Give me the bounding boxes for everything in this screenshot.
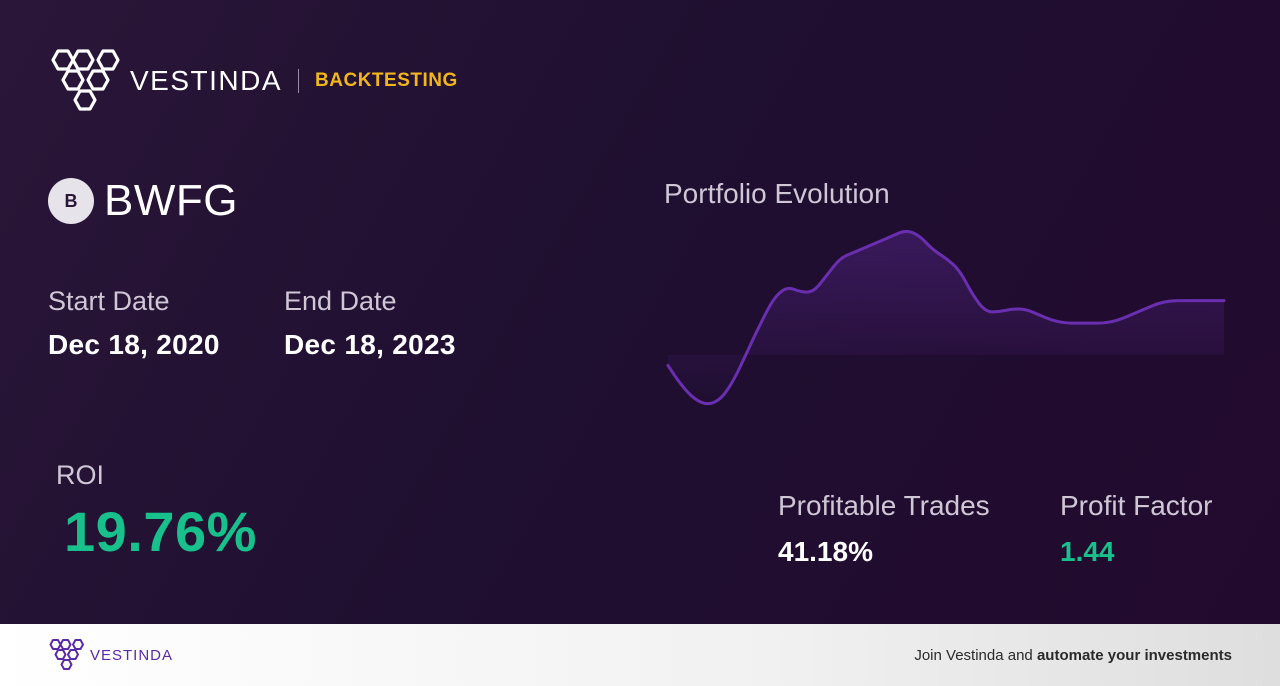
start-date-label: Start Date [48,286,170,316]
chart-title: Portfolio Evolution [664,178,890,209]
footer-cta[interactable]: Join Vestinda and automate your investme… [914,647,1232,664]
profitable-trades: Profitable Trades 41.18% [778,490,990,568]
ticker-badge: B [48,178,94,224]
section-label: BACKTESTING [315,70,458,91]
header: VESTINDA BACKTESTING [48,46,458,116]
brand-name: VESTINDA [130,65,283,96]
ticker-symbol: BWFG [104,176,238,225]
vestinda-logo-icon [51,49,120,111]
portfolio-area [668,231,1224,404]
profit-factor-value: 1.44 [1060,536,1115,567]
footer: VESTINDA Join Vestinda and automate your… [0,624,1280,686]
end-date-value: Dec 18, 2023 [284,329,456,360]
footer-brand: VESTINDA [90,646,174,664]
portfolio-chart [666,229,1226,406]
start-date: Start Date Dec 18, 2020 [48,286,220,361]
start-date-value: Dec 18, 2020 [48,329,220,360]
profitable-trades-label: Profitable Trades [778,490,990,521]
roi: ROI 19.76% [56,460,257,564]
end-date: End Date Dec 18, 2023 [284,286,456,361]
ticker: B BWFG [48,176,238,226]
footer-cta-bold: automate your investments [1036,646,1232,664]
roi-label: ROI [56,460,105,490]
header-divider [298,69,300,93]
vestinda-footer-logo-icon [49,639,84,670]
profit-factor: Profit Factor 1.44 [1060,490,1212,568]
profit-factor-label: Profit Factor [1060,490,1213,521]
footer-cta-prefix: Join Vestinda and [914,646,1037,664]
profitable-trades-value: 41.18% [778,536,873,567]
end-date-label: End Date [284,286,397,316]
portfolio-line [666,229,1226,406]
roi-value: 19.76% [64,500,257,563]
